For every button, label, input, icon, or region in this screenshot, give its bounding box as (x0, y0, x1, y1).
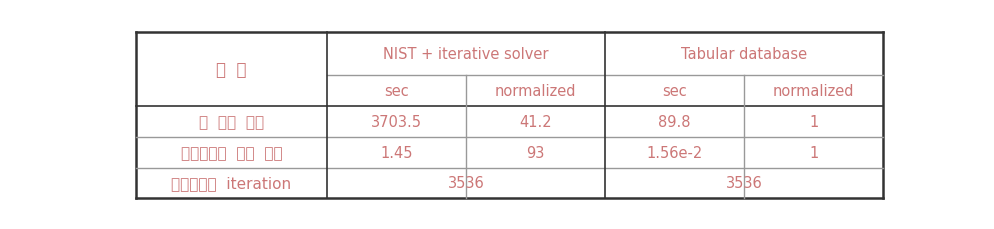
Text: normalized: normalized (495, 84, 577, 99)
Text: 1.56e-2: 1.56e-2 (646, 145, 703, 160)
Text: 3536: 3536 (448, 176, 485, 191)
Text: normalized: normalized (772, 84, 854, 99)
Text: 1.45: 1.45 (381, 145, 414, 160)
Text: 89.8: 89.8 (658, 114, 691, 129)
Text: NIST + iterative solver: NIST + iterative solver (384, 47, 549, 62)
Text: 1: 1 (809, 114, 818, 129)
Text: 총  계산  시간: 총 계산 시간 (199, 114, 264, 129)
Text: 1: 1 (809, 145, 818, 160)
Text: Tabular database: Tabular database (681, 47, 807, 62)
Text: 93: 93 (527, 145, 545, 160)
Text: 41.2: 41.2 (520, 114, 552, 129)
Text: 상태방정식  계산  시간: 상태방정식 계산 시간 (181, 145, 282, 160)
Text: 수렴까지의  iteration: 수렴까지의 iteration (172, 176, 291, 191)
Text: 구  분: 구 분 (217, 61, 247, 79)
Text: 3536: 3536 (726, 176, 762, 191)
Text: sec: sec (662, 84, 687, 99)
Text: 3703.5: 3703.5 (372, 114, 422, 129)
Text: sec: sec (385, 84, 410, 99)
